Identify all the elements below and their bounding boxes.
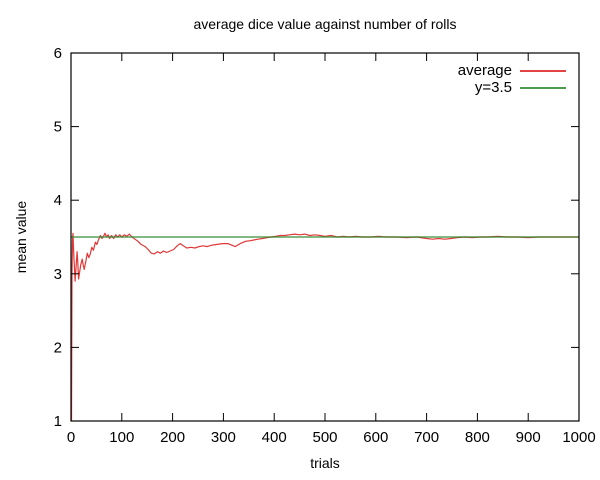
average-series-line (70, 232, 579, 422)
reference-legend-line-sample (520, 86, 566, 89)
y-tick-label: 3 (54, 266, 62, 283)
average-legend-line-sample (520, 69, 566, 72)
y-tick-label: 2 (54, 339, 62, 356)
x-tick-label: 0 (67, 429, 75, 446)
legend-label-reference: y=3.5 (474, 79, 512, 96)
legend: average y=3.5 (458, 62, 566, 96)
x-tick-label: 800 (465, 429, 490, 446)
x-tick-label: 100 (109, 429, 134, 446)
legend-item-reference: y=3.5 (458, 79, 566, 96)
series-layer (70, 232, 579, 422)
y-tick-label: 4 (54, 192, 62, 209)
y-tick-label: 5 (54, 119, 62, 136)
y-tick-label: 6 (54, 45, 62, 62)
chart-title: average dice value against number of rol… (193, 16, 457, 32)
x-axis-label: trials (310, 455, 340, 471)
x-tick-label: 700 (414, 429, 439, 446)
x-tick-label: 200 (160, 429, 185, 446)
x-tick-label: 900 (516, 429, 541, 446)
axis-layer (70, 52, 580, 422)
y-tick-label: 1 (54, 413, 62, 430)
x-tick-label: 400 (262, 429, 287, 446)
x-tick-label: 500 (312, 429, 337, 446)
tick-label-layer: 0 100 200 300 400 500 600 700 800 900 1000 1 2 3 4 5 6 (54, 45, 596, 446)
legend-label-average: average (457, 62, 512, 79)
legend-item-average: average (458, 62, 566, 79)
x-tick-label: 600 (363, 429, 388, 446)
x-tick-label: 300 (211, 429, 236, 446)
x-tick-label: 1000 (562, 429, 595, 446)
